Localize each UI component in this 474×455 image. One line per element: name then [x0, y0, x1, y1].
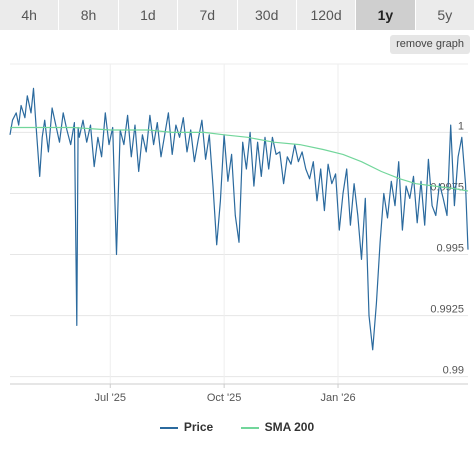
- x-tick-label: Oct '25: [207, 392, 242, 404]
- tab-5y[interactable]: 5y: [415, 0, 474, 30]
- x-tick-label: Jul '25: [95, 392, 126, 404]
- tab-1d[interactable]: 1d: [118, 0, 179, 30]
- tab-4h[interactable]: 4h: [0, 0, 60, 30]
- x-tick-label: Jan '26: [320, 392, 355, 404]
- y-tick-label: 0.9925: [430, 304, 464, 316]
- chart-series: [9, 87, 469, 351]
- price-series-line: [9, 87, 469, 351]
- legend-item-sma[interactable]: SMA 200: [240, 420, 315, 434]
- y-tick-label: 0.99: [443, 365, 464, 377]
- y-tick-label: 1: [458, 120, 464, 132]
- tab-1y[interactable]: 1y: [356, 0, 416, 30]
- sma-line-swatch: [240, 426, 259, 429]
- remove-graph-button[interactable]: remove graph: [390, 35, 470, 54]
- x-axis-ticks: Jul '25 Oct '25 Jan '26: [95, 392, 356, 404]
- tab-30d[interactable]: 30d: [237, 0, 297, 30]
- tab-7d[interactable]: 7d: [178, 0, 238, 30]
- y-tick-label: 0.995: [436, 243, 464, 255]
- chart-grid: [10, 63, 468, 388]
- time-range-tabs: 4h 8h 1d 7d 30d 120d 1y 5y: [0, 0, 474, 30]
- legend-item-price[interactable]: Price: [159, 420, 214, 434]
- legend-label-price: Price: [183, 420, 214, 434]
- price-line-swatch: [159, 426, 178, 429]
- legend-label-sma: SMA 200: [264, 420, 315, 434]
- tab-120d[interactable]: 120d: [296, 0, 357, 30]
- chart-legend: Price SMA 200: [0, 420, 474, 434]
- tab-8h[interactable]: 8h: [59, 0, 119, 30]
- sma-series-line: [10, 126, 469, 192]
